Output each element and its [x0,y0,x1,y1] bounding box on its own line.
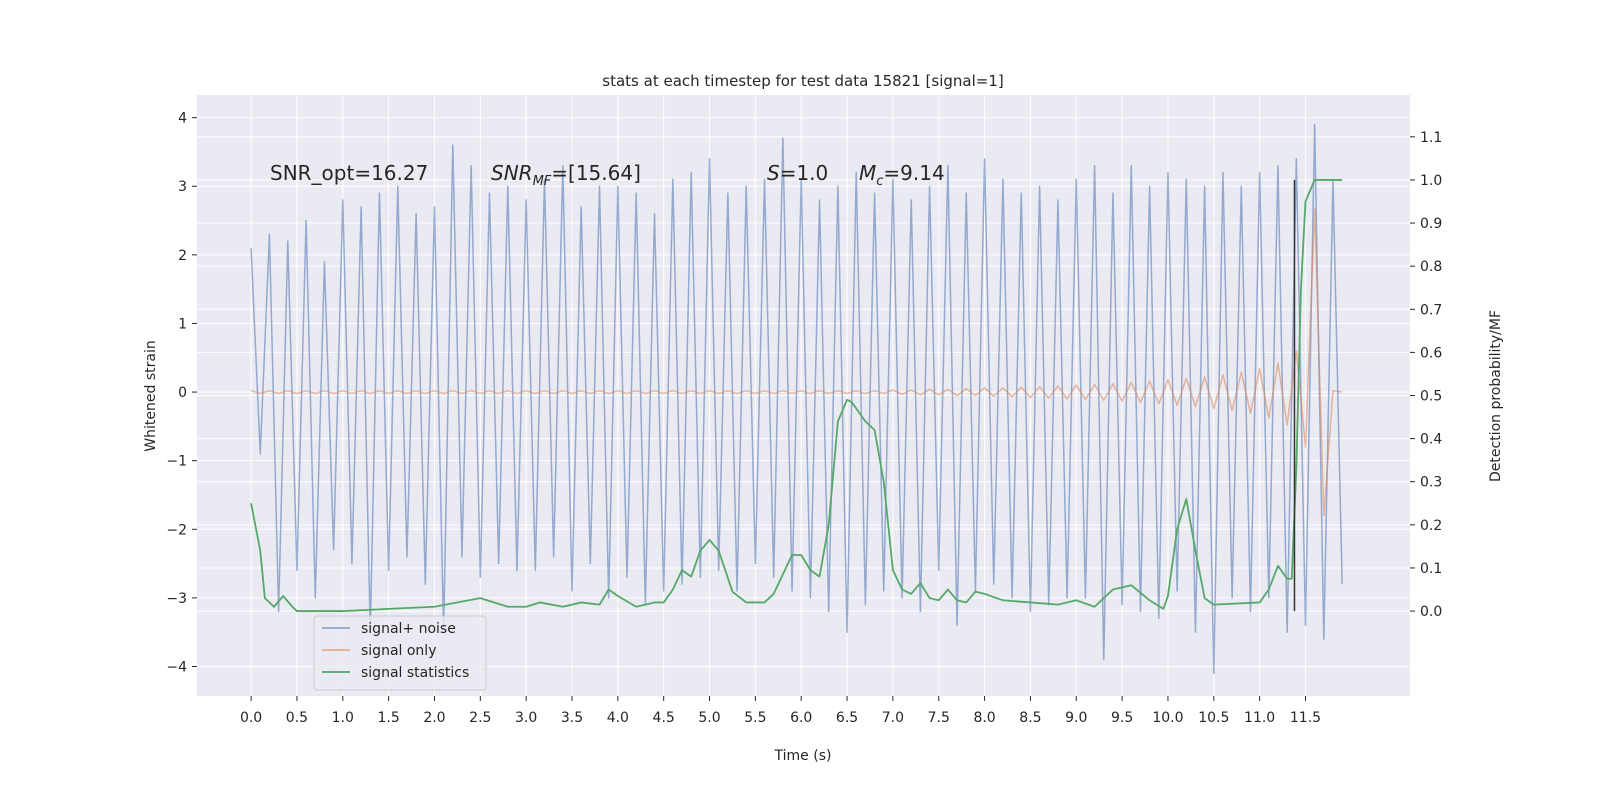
x-tick-label: 1.0 [332,710,354,726]
y2-axis-label: Detection probability/MF [1488,310,1504,482]
x-tick-label: 2.5 [469,710,491,726]
annotation: S=1.0 [767,161,828,185]
y2-tick-label: 0.7 [1420,302,1442,318]
x-tick-label: 4.0 [607,710,629,726]
y2-tick-label: 1.1 [1420,130,1442,146]
annotation-part: =9.14 [883,161,944,185]
x-tick-label: 7.0 [882,710,904,726]
x-axis-label: Time (s) [774,748,832,764]
annotation-part: =1.0 [780,161,829,185]
y-tick-label: 3 [178,179,187,195]
y2-tick-label: 0.2 [1420,518,1442,534]
x-tick-label: 3.5 [561,710,583,726]
annotation-part: M [859,161,876,185]
y-tick-label: −2 [166,522,187,538]
y2-tick-label: 1.0 [1420,173,1442,189]
y-tick-label: −1 [166,454,187,470]
x-tick-label: 5.0 [698,710,720,726]
y2-tick-label: 0.3 [1420,475,1442,491]
y-axis-label: Whitened strain [143,340,159,451]
y-tick-label: 2 [178,248,187,264]
x-tick-label: 9.0 [1065,710,1087,726]
x-tick-label: 9.5 [1111,710,1133,726]
series-line [250,179,1343,612]
x-tick-label: 5.5 [744,710,766,726]
series-line [250,208,1343,517]
x-tick-label: 7.5 [928,710,950,726]
annotation-part: S [767,161,780,185]
x-tick-label: 0.0 [240,710,262,726]
annotation-part: SNR [491,161,533,185]
annotation-sub: MF [533,174,552,189]
x-tick-label: 6.0 [790,710,812,726]
x-tick-label: 8.5 [1019,710,1041,726]
x-tick-label: 4.5 [653,710,675,726]
x-tick-label: 11.0 [1244,710,1275,726]
x-tick-label: 10.5 [1198,710,1229,726]
y2-tick-label: 0.0 [1420,604,1442,620]
legend: signal+ noise signal only signal statistic… [313,615,487,691]
x-tick-label: 10.0 [1152,710,1183,726]
y2-tick-label: 0.6 [1420,345,1442,361]
legend-box [313,615,487,691]
y2-tick-label: 0.5 [1420,389,1442,405]
annotation-sub: c [876,174,883,189]
x-tick-label: 8.0 [973,710,995,726]
annotation-part: =[15.64] [551,161,641,185]
annotation: Mc=9.14 [859,161,945,189]
x-tick-label: 3.0 [515,710,537,726]
y2-tick-label: 0.1 [1420,561,1442,577]
x-tick-label: 6.5 [836,710,858,726]
y2-tick-label: 0.4 [1420,432,1442,448]
annotation: SNR_opt=16.27 [270,161,428,185]
x-tick-label: 2.0 [423,710,445,726]
annotation: SNRMF=[15.64] [491,161,641,189]
y-tick-label: −3 [166,591,187,607]
y-tick-label: 4 [178,111,187,127]
y2-tick-label: 0.8 [1420,259,1442,275]
y-tick-label: 0 [178,385,187,401]
marks [250,123,1343,675]
series-line [250,123,1343,675]
x-tick-label: 1.5 [377,710,399,726]
y-tick-label: −4 [166,659,187,675]
x-tick-label: 0.5 [286,710,308,726]
legend-label: signal+ noise [361,621,456,637]
legend-label: signal only [361,643,436,659]
y-tick-label: 1 [178,316,187,332]
x-tick-label: 11.5 [1290,710,1321,726]
y2-tick-label: 0.9 [1420,216,1442,232]
chart-title: stats at each timestep for test data 158… [602,72,1003,90]
legend-label: signal statistics [361,665,469,681]
